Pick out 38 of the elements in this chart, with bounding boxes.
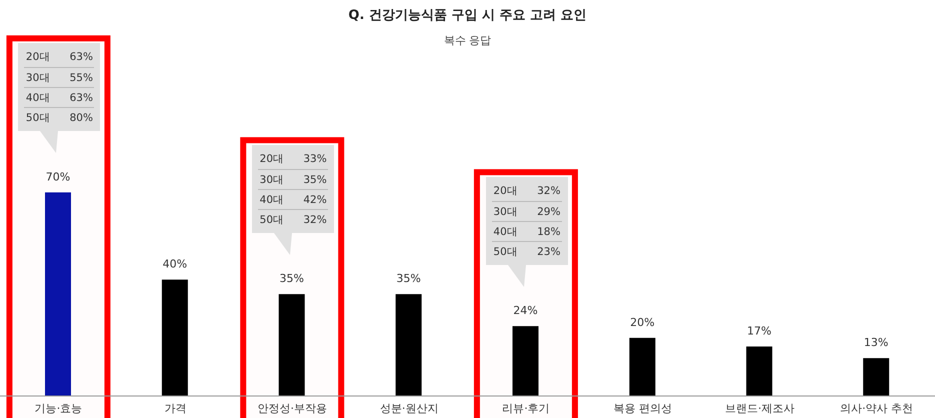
annotation: 50대 32%	[260, 212, 327, 227]
chart-subtitle: 복수 응답	[442, 33, 492, 48]
text: 30대 55%	[26, 70, 93, 85]
data-label: 20%	[630, 316, 655, 329]
data-label: 40%	[162, 258, 188, 271]
annotation: 40대 18%	[493, 224, 560, 239]
text: 20대 63%	[26, 50, 93, 64]
x-tick-label: 리뷰·후기	[502, 402, 550, 415]
x-tick-label: 브랜드·제조사	[724, 402, 794, 415]
data-label: 13%	[864, 336, 888, 350]
data-label: 17%	[747, 324, 772, 338]
bar	[396, 294, 422, 396]
bar	[162, 280, 188, 396]
data-label: 24%	[513, 304, 538, 318]
annotation: 30대 29%	[493, 204, 560, 219]
annotation: 50대 23%	[493, 244, 560, 259]
bar	[629, 338, 656, 396]
text: 50대 80%	[26, 110, 93, 125]
annotation: 20대 32%	[493, 184, 560, 198]
chart-title: Q. 건강기능식품 구입 시 주요 고려 요인	[347, 7, 588, 24]
data-label: 35%	[280, 272, 304, 286]
bar	[863, 358, 890, 396]
bar	[512, 326, 538, 396]
x-tick-label: 의사·약사 추천	[840, 402, 914, 415]
x-tick-label: 복용 편의성	[614, 402, 672, 415]
annotation: 40대 42%	[260, 192, 327, 207]
x-tick-label: 가격	[164, 402, 186, 415]
x-tick-label: 기능·효능	[34, 402, 82, 415]
text: 20대 33%	[260, 152, 327, 166]
x-tick-label: 성분·원산지	[380, 402, 438, 415]
bar	[278, 294, 305, 396]
text: 30대 35%	[260, 172, 327, 187]
data-label: 70%	[46, 170, 70, 184]
bar	[746, 346, 772, 396]
data-label: 35%	[396, 272, 421, 286]
bar	[45, 192, 71, 396]
text: 40대 63%	[26, 90, 93, 105]
x-tick-label: 안정성·부작용	[257, 402, 327, 415]
